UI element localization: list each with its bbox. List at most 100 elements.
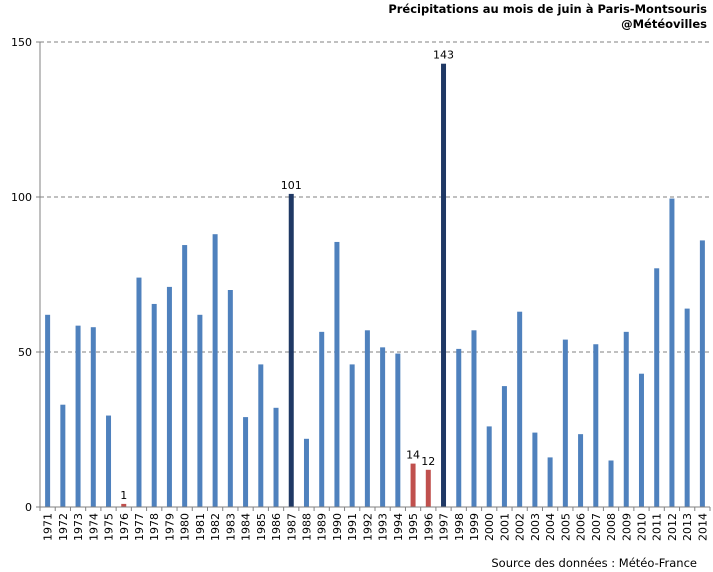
bar-1985 (258, 364, 264, 507)
bar-2013 (684, 308, 690, 507)
bar-2000 (486, 426, 492, 507)
data-label-1997: 143 (433, 49, 454, 62)
bar-1994 (395, 353, 401, 507)
bar-1976 (121, 503, 127, 507)
bar-1971 (45, 314, 51, 507)
x-tick-label: 1999 (468, 513, 481, 541)
x-tick-label: 2003 (529, 513, 542, 541)
y-tick-label: 50 (18, 346, 32, 359)
x-tick-label: 1990 (331, 513, 344, 541)
x-tick-label: 1987 (285, 513, 298, 541)
data-label-1995: 14 (406, 449, 420, 462)
x-tick-label: 2011 (651, 513, 664, 541)
bar-1997 (441, 63, 447, 507)
bar-1983 (227, 290, 233, 507)
bar-1990 (334, 241, 340, 507)
bar-1973 (75, 325, 81, 507)
bar-1986 (273, 407, 279, 507)
data-label-1996: 12 (421, 455, 435, 468)
data-labels: 1 101 14 12 143 (120, 49, 454, 502)
bar-1992 (364, 330, 370, 507)
x-tick-label: 1978 (148, 513, 161, 541)
chart-subtitle: @Météovilles (621, 17, 707, 31)
x-tick-label: 1988 (300, 513, 313, 541)
bar-1975 (106, 415, 112, 507)
x-axis-ticks: 1971 1972 1973 1974 1975 1976 1977 1978 1979 1980… (39, 507, 711, 541)
x-tick-label: 1993 (377, 513, 390, 541)
bar-1977 (136, 277, 142, 507)
x-tick-label: 1980 (179, 513, 192, 541)
x-tick-label: 1995 (407, 513, 420, 541)
x-tick-label: 2012 (666, 513, 679, 541)
bar-1998 (456, 348, 462, 507)
x-tick-label: 1974 (87, 513, 100, 541)
x-tick-label: 2007 (590, 513, 603, 541)
bar-1991 (349, 364, 355, 507)
x-tick-label: 1996 (422, 513, 435, 541)
x-tick-label: 2000 (483, 513, 496, 541)
y-tick-label: 100 (11, 191, 32, 204)
x-tick-label: 1989 (316, 513, 329, 541)
x-tick-label: 1972 (57, 513, 70, 541)
x-tick-label: 2013 (681, 513, 694, 541)
y-tick-label: 0 (25, 501, 32, 514)
bar-2012 (669, 198, 675, 508)
x-tick-label: 2005 (559, 513, 572, 541)
chart-title: Précipitations au mois de juin à Paris-M… (388, 2, 707, 16)
x-tick-label: 1992 (361, 513, 374, 541)
x-tick-label: 1994 (392, 513, 405, 541)
bar-2011 (654, 268, 660, 507)
x-tick-label: 1976 (118, 513, 131, 541)
x-tick-label: 1997 (438, 513, 451, 541)
bar-1981 (197, 314, 203, 507)
bar-2014 (699, 240, 705, 507)
data-source-note: Source des données : Météo-France (491, 556, 697, 570)
bar-2010 (638, 373, 644, 507)
chart-title-block: Précipitations au mois de juin à Paris-M… (388, 2, 707, 32)
x-tick-label: 1983 (224, 513, 237, 541)
x-tick-label: 2014 (696, 513, 709, 541)
bar-1974 (90, 327, 96, 507)
x-tick-label: 1985 (255, 513, 268, 541)
bar-1989 (319, 331, 325, 507)
bar-1972 (60, 404, 66, 507)
x-tick-label: 2010 (635, 513, 648, 541)
y-tick-label: 150 (11, 36, 32, 49)
x-tick-label: 2002 (514, 513, 527, 541)
x-tick-label: 2004 (544, 513, 557, 541)
bar-2003 (532, 432, 538, 507)
x-tick-label: 2001 (498, 513, 511, 541)
x-tick-label: 2006 (575, 513, 588, 541)
x-tick-label: 2009 (620, 513, 633, 541)
x-tick-label: 2008 (605, 513, 618, 541)
bar-1993 (380, 347, 386, 507)
bar-2002 (517, 311, 523, 507)
x-tick-label: 1982 (209, 513, 222, 541)
bar-1995 (410, 463, 416, 507)
x-tick-label: 1986 (270, 513, 283, 541)
bar-2001 (501, 386, 507, 507)
bar-1999 (471, 330, 477, 507)
bar-1984 (243, 417, 249, 507)
bar-2009 (623, 331, 629, 507)
bar-2005 (562, 339, 568, 507)
data-label-1987: 101 (281, 179, 302, 192)
data-label-1976: 1 (120, 489, 127, 502)
x-tick-label: 1977 (133, 513, 146, 541)
bar-1987 (288, 193, 294, 507)
x-tick-label: 1979 (163, 513, 176, 541)
bar-1988 (303, 438, 309, 507)
x-tick-label: 1973 (72, 513, 85, 541)
bars (45, 63, 705, 508)
bar-2006 (578, 434, 584, 507)
x-tick-label: 1971 (42, 513, 55, 541)
x-tick-label: 1981 (194, 513, 207, 541)
x-tick-label: 1991 (346, 513, 359, 541)
bar-1979 (166, 286, 172, 507)
bar-2004 (547, 457, 553, 507)
bar-1996 (425, 469, 431, 507)
bar-2008 (608, 460, 614, 507)
bar-1982 (212, 234, 218, 507)
x-tick-label: 1998 (453, 513, 466, 541)
